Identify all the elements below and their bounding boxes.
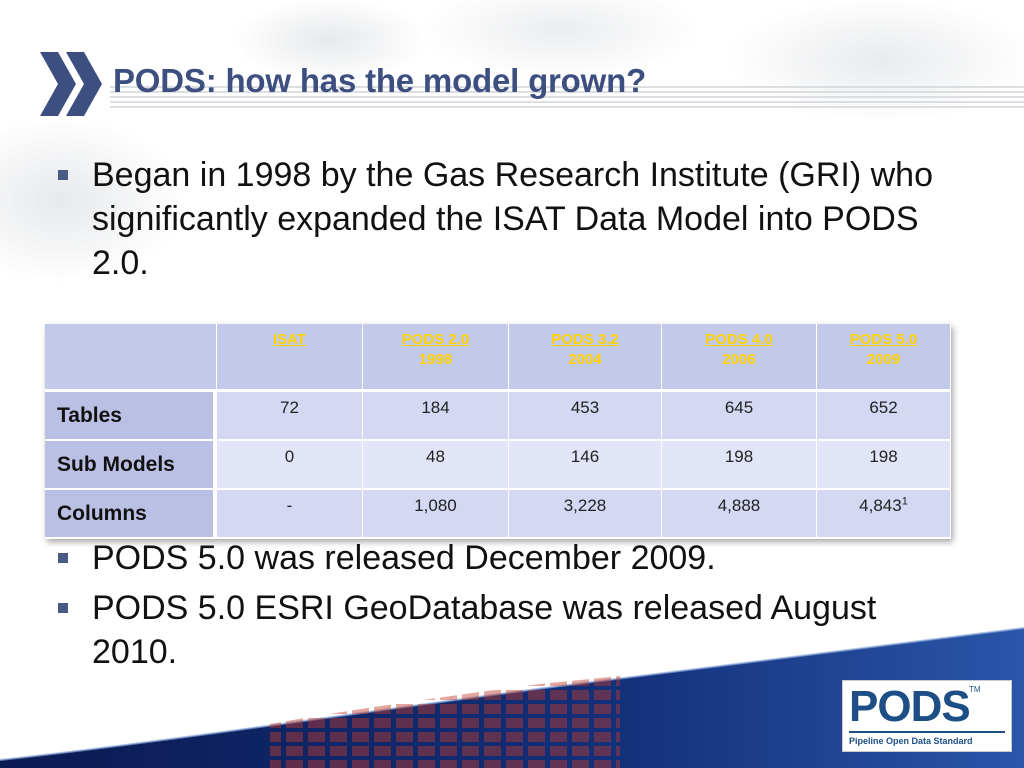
row-label: Tables [45,392,217,441]
table-cell: 453 [509,392,662,441]
bullet-list-top: Began in 1998 by the Gas Research Instit… [56,153,956,285]
table-cell: 645 [662,392,817,441]
table-cell: 4,8431 [817,490,951,539]
column-year: 2004 [568,351,602,368]
table-cell: 198 [817,441,951,490]
table-corner-cell [45,324,217,392]
bullet-item: Began in 1998 by the Gas Research Instit… [56,153,956,285]
column-year: 1998 [418,351,453,368]
table-cell: 3,228 [509,490,662,539]
table-header-row: ISAT PODS 2.0 1998 PODS 3.2 2004 PODS 4.… [45,324,951,392]
square-bullet-icon [58,170,68,180]
bullet-text: Began in 1998 by the Gas Research Instit… [92,156,934,282]
row-label: Columns [45,490,217,539]
column-header-isat: ISAT [217,324,363,392]
logo-tagline: Pipeline Open Data Standard [849,736,973,746]
world-map-background [0,0,1024,330]
column-year: 2009 [866,351,901,368]
table-row: Sub Models 0 48 146 198 198 [45,441,951,490]
double-chevron-icon [40,52,102,116]
row-label: Sub Models [45,441,217,490]
slide-title: PODS: how has the model grown? [113,62,647,99]
footnote-marker: 1 [901,495,908,508]
table-cell: 1,080 [363,490,509,539]
bullet-item: PODS 5.0 ESRI GeoDatabase was released A… [56,586,956,674]
model-growth-table: ISAT PODS 2.0 1998 PODS 3.2 2004 PODS 4.… [45,324,951,539]
table-cell: 652 [817,392,951,441]
column-version: PODS 5.0 [849,331,918,348]
cell-value: 4,843 [859,496,902,515]
square-bullet-icon [58,603,68,613]
pods-logo: PODS TM Pipeline Open Data Standard [842,680,1012,752]
footer-wave-graphic [0,627,1024,768]
column-header-pods-4-0: PODS 4.0 2006 [662,324,817,392]
logo-underline [849,731,1005,733]
table-cell: 72 [217,392,363,441]
bullet-text: PODS 5.0 was released December 2009. [92,539,716,577]
column-version: PODS 2.0 [401,331,470,348]
title-rule-lines [110,86,1024,108]
table-cell: 4,888 [662,490,817,539]
logo-wordmark: PODS [849,682,971,731]
table-row: Columns - 1,080 3,228 4,888 4,8431 [45,490,951,539]
column-header-pods-2-0: PODS 2.0 1998 [363,324,509,392]
column-header-pods-3-2: PODS 3.2 2004 [509,324,662,392]
table-cell: - [217,490,363,539]
bullet-list-bottom: PODS 5.0 was released December 2009. POD… [56,536,956,680]
column-version: PODS 4.0 [705,331,773,348]
table-cell: 184 [363,392,509,441]
table-cell: 198 [662,441,817,490]
column-version: ISAT [272,331,307,348]
table-cell: 146 [509,441,662,490]
column-year: 2006 [722,351,756,368]
bullet-item: PODS 5.0 was released December 2009. [56,536,956,580]
column-header-pods-5-0: PODS 5.0 2009 [817,324,951,392]
table-cell: 48 [363,441,509,490]
column-version: PODS 3.2 [551,331,619,348]
table-row: Tables 72 184 453 645 652 [45,392,951,441]
table-cell: 0 [217,441,363,490]
square-bullet-icon [58,553,68,563]
logo-trademark: TM [969,685,981,694]
bullet-text: PODS 5.0 ESRI GeoDatabase was released A… [92,589,877,671]
